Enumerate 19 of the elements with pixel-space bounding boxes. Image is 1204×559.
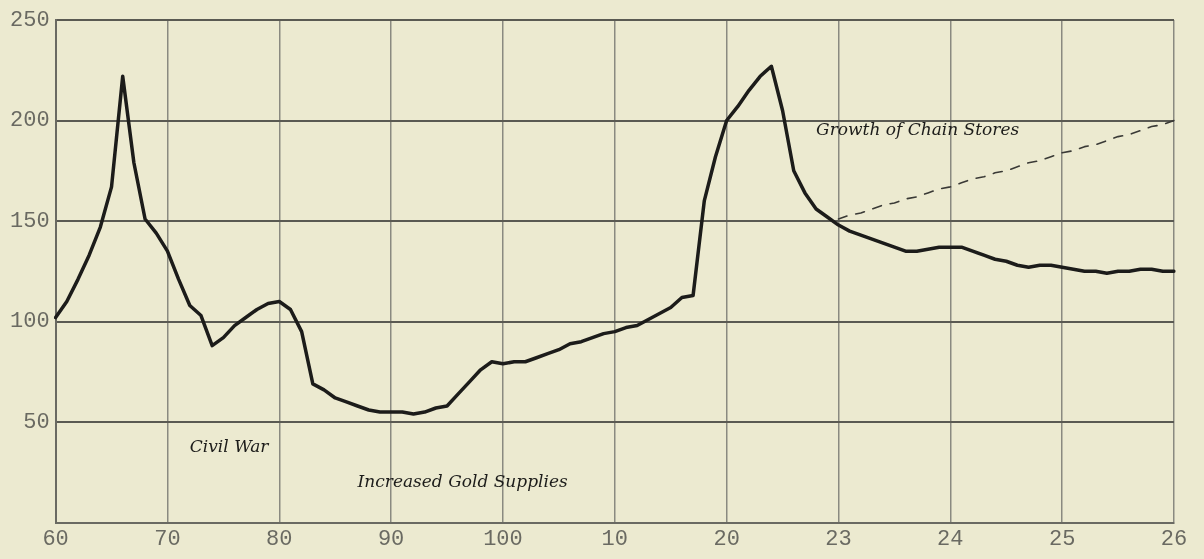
- x-tick-label: 20: [713, 526, 740, 552]
- x-tick-label: 26: [1160, 526, 1188, 552]
- x-tick-label: 70: [154, 526, 181, 552]
- y-tick-label: 50: [23, 409, 50, 435]
- y-tick-label: 100: [10, 309, 50, 335]
- x-tick-label: 80: [266, 526, 293, 552]
- x-tick-label: 24: [937, 526, 964, 552]
- x-tick-label: 23: [825, 526, 852, 552]
- y-tick-label: 200: [10, 108, 50, 134]
- annotation: Increased Gold Supplies: [356, 470, 568, 491]
- x-tick-label: 60: [42, 526, 69, 552]
- x-tick-label: 10: [601, 526, 629, 552]
- x-tick-label: 100: [483, 526, 523, 552]
- x-tick-label: 90: [377, 526, 405, 552]
- annotation: Growth of Chain Stores: [816, 118, 1020, 139]
- y-tick-label: 250: [10, 7, 50, 33]
- x-tick-label: 25: [1048, 526, 1076, 552]
- annotation: Civil War: [189, 435, 270, 456]
- y-tick-label: 150: [10, 208, 50, 234]
